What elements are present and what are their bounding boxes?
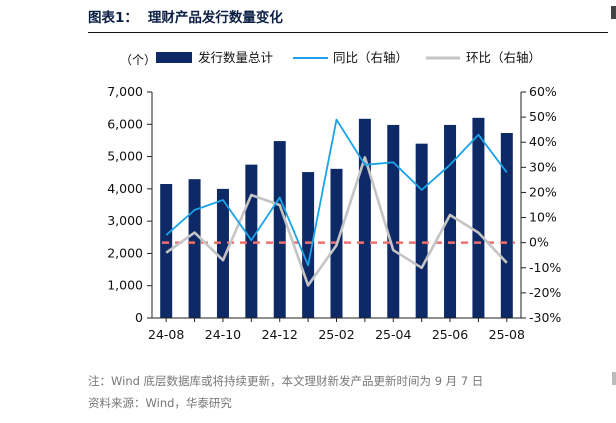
right-axis-tick-label: 40% bbox=[529, 134, 557, 149]
left-axis-tick-label: 0 bbox=[135, 310, 143, 325]
figure-title-text: 理财产品发行数量变化 bbox=[147, 10, 283, 26]
left-axis-tick-label: 4,000 bbox=[107, 181, 143, 196]
left-axis-tick-label: 3,000 bbox=[107, 213, 143, 228]
bar-24-11 bbox=[245, 164, 258, 318]
right-axis-tick-label: 20% bbox=[529, 184, 557, 199]
x-axis-tick-label: 25-06 bbox=[432, 327, 468, 342]
bar-24-09 bbox=[188, 179, 201, 318]
right-axis-tick-label: 30% bbox=[529, 159, 557, 174]
left-axis-tick-label: 2,000 bbox=[107, 245, 143, 260]
figure-note: 注：Wind 底层数据库或将持续更新，本文理财新发产品更新时间为 9 月 7 日 bbox=[88, 374, 484, 388]
left-axis-unit-label: （个） bbox=[120, 53, 156, 67]
left-axis-tick-label: 6,000 bbox=[107, 116, 143, 131]
bar-25-03 bbox=[358, 118, 371, 318]
bar-25-04 bbox=[387, 124, 400, 318]
bar-25-06 bbox=[444, 124, 457, 318]
x-axis-tick-label: 25-08 bbox=[489, 327, 525, 342]
right-axis-tick-label: 0% bbox=[529, 235, 549, 250]
legend-label-yoy: 同比（右轴） bbox=[333, 50, 408, 65]
bar-24-10 bbox=[216, 188, 229, 318]
right-axis-tick-label: -10% bbox=[529, 260, 561, 275]
adjacent-page-edge-lower bbox=[612, 372, 616, 385]
x-axis-tick-label: 24-08 bbox=[148, 327, 184, 342]
left-axis-tick-label: 7,000 bbox=[107, 84, 143, 99]
bar-25-07 bbox=[472, 117, 485, 318]
legend-label-mom: 环比（右轴） bbox=[466, 50, 541, 65]
x-axis-tick-label: 25-02 bbox=[318, 327, 354, 342]
figure-source: 资料来源：Wind，华泰研究 bbox=[88, 396, 232, 410]
right-axis-tick-label: 10% bbox=[529, 210, 557, 225]
bar-24-12 bbox=[273, 141, 286, 318]
left-axis-tick-label: 5,000 bbox=[107, 149, 143, 164]
x-axis-tick-label: 24-12 bbox=[262, 327, 298, 342]
bar-25-08 bbox=[500, 133, 513, 318]
figure-title: 图表1： 理财产品发行数量变化 bbox=[88, 6, 283, 26]
line-series-yoy bbox=[165, 118, 508, 267]
left-axis-tick-label: 1,000 bbox=[107, 278, 143, 293]
line-series-mom bbox=[165, 156, 508, 287]
right-axis-tick-label: 60% bbox=[529, 84, 557, 99]
x-axis-tick-label: 25-04 bbox=[375, 327, 411, 342]
legend-swatch-total bbox=[156, 52, 192, 63]
right-axis-tick-label: 50% bbox=[529, 109, 557, 124]
title-divider bbox=[88, 32, 608, 33]
adjacent-page-edge bbox=[611, 6, 616, 19]
x-axis-tick-label: 24-10 bbox=[205, 327, 241, 342]
legend-label-total: 发行数量总计 bbox=[198, 50, 273, 65]
bar-25-05 bbox=[415, 143, 428, 318]
bar-24-08 bbox=[160, 184, 173, 318]
right-axis-tick-label: -20% bbox=[529, 285, 561, 300]
right-axis-tick-label: -30% bbox=[529, 310, 561, 325]
figure-number: 图表1： bbox=[88, 10, 138, 26]
